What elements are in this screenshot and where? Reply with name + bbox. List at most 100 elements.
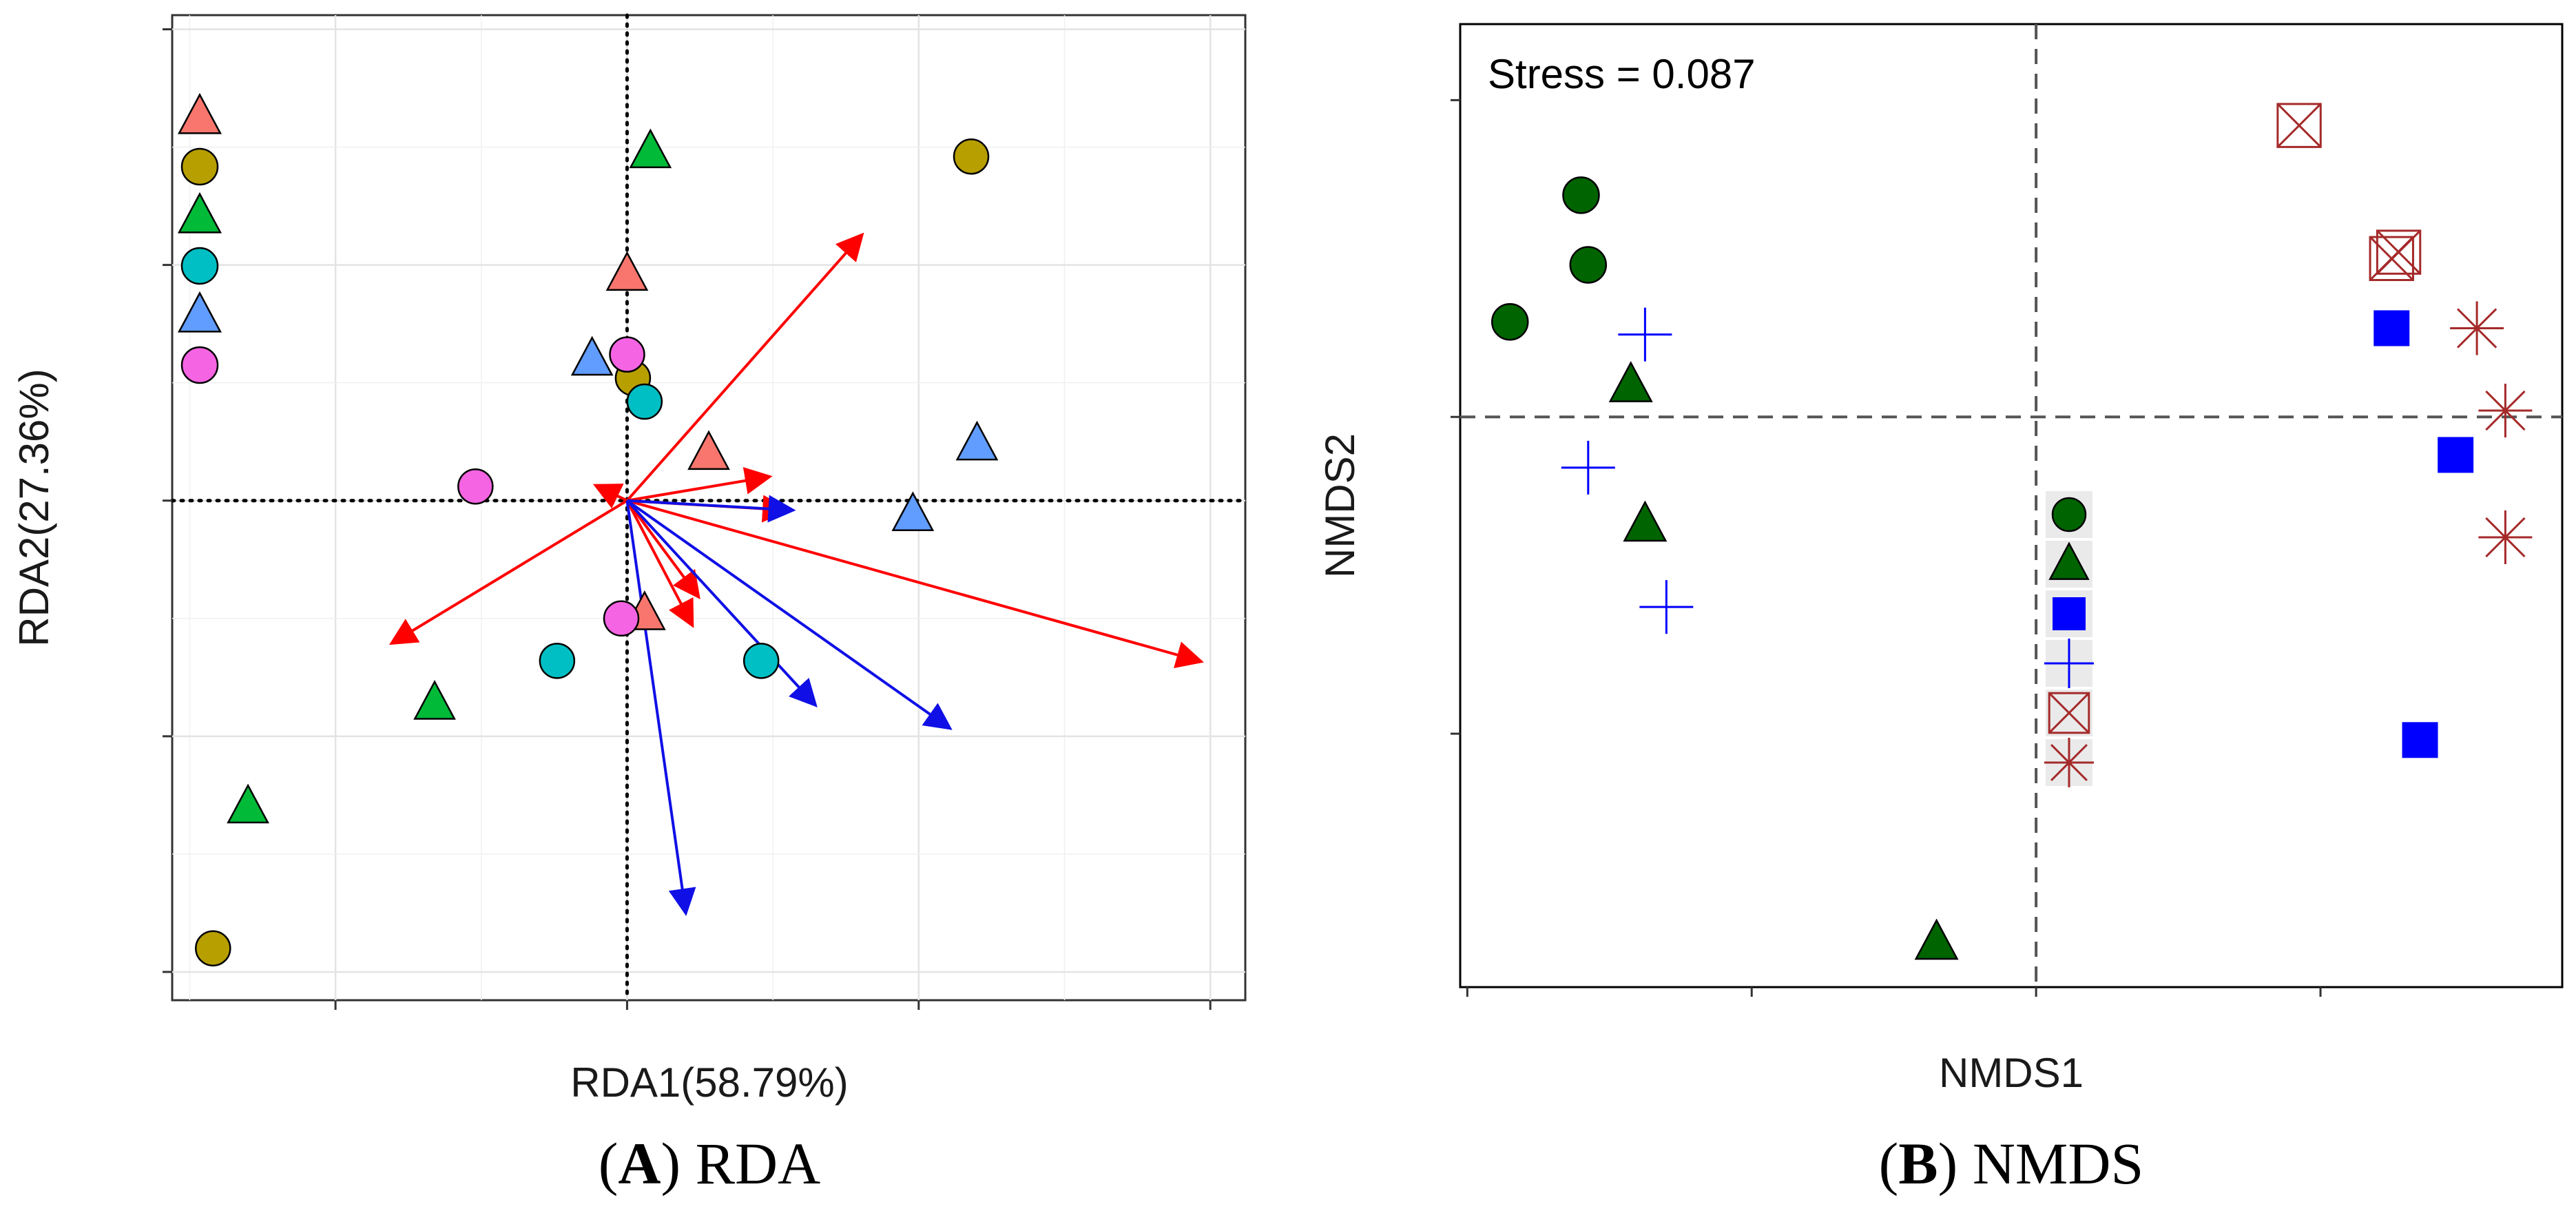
- marker-triangle: [891, 491, 935, 532]
- nmds-axis-ticks: [1451, 99, 2322, 997]
- marker-triangle: [605, 251, 649, 291]
- point-s1500-m: [1569, 246, 1608, 284]
- nmds-caption-letter: B: [1898, 1130, 1938, 1197]
- legend-key-t1700-m: [2048, 692, 2090, 734]
- point-s1500-m: [687, 430, 730, 470]
- rda-axis-ticks: [163, 28, 1212, 1010]
- point-t1700-m: [2369, 236, 2414, 282]
- point-t1900-m: [609, 336, 645, 373]
- marker-circle: [195, 930, 231, 966]
- rda-plot-area: [171, 14, 1247, 1002]
- nmds-legend: [2044, 491, 2094, 787]
- point-s1700-m: [1623, 500, 1668, 542]
- point-t1500-m: [626, 383, 663, 420]
- point-s1900-m: [2402, 722, 2438, 758]
- marker-circle: [539, 643, 576, 679]
- nmds-panel: Stress = 0.087 NMDS1 NMDS2 (B) NMDS: [1317, 23, 2564, 1197]
- rda-caption-text: RDA: [696, 1130, 821, 1197]
- marker-circle: [609, 336, 645, 373]
- point-s1700-m: [1608, 361, 1653, 402]
- marker-circle: [953, 138, 990, 175]
- point-t1700-m: [891, 491, 935, 532]
- marker-circle: [180, 147, 219, 186]
- rda-points: [195, 128, 999, 966]
- legend-key-s1900-m: [178, 192, 222, 234]
- arrow-ph: [627, 495, 796, 523]
- point-t1900-m: [2450, 301, 2504, 355]
- point-s1700-m: [1914, 918, 1959, 960]
- legend-key-t1500-m: [180, 247, 219, 285]
- legend-key-s1500-m: [178, 92, 222, 134]
- arrow-kickxellomycota: [592, 484, 628, 509]
- marker-triangle: [1914, 918, 1959, 960]
- point-s1500-m: [1562, 176, 1600, 214]
- marker-circle: [2051, 497, 2087, 532]
- rda-legend: [178, 92, 222, 384]
- marker-diag-2: [2369, 236, 2414, 281]
- point-s1500-m: [605, 251, 649, 291]
- nmds-plot-area: [1459, 23, 2564, 989]
- nmds-caption: (B) NMDS: [1879, 1130, 2144, 1197]
- marker-triangle: [178, 92, 222, 134]
- marker-triangle: [570, 335, 614, 376]
- arrow-ascomycota: [388, 499, 628, 645]
- point-s1500-m: [1491, 303, 1529, 341]
- stress-annotation: Stress = 0.087: [1488, 51, 1756, 97]
- point-s1900-m: [227, 783, 269, 824]
- marker-triangle: [629, 128, 672, 169]
- arrow-rozellomycota: [627, 467, 773, 502]
- point-s1900-m: [2374, 310, 2410, 346]
- marker-circle: [1569, 246, 1608, 284]
- marker-circle: [742, 643, 780, 679]
- legend-key-t1500-m: [2044, 639, 2094, 688]
- legend-key-t1900-m: [2044, 738, 2094, 787]
- legend-key-s1700-m: [2048, 541, 2090, 580]
- nmds-points: [1491, 103, 2533, 960]
- marker-triangle: [227, 783, 269, 824]
- point-s1900-m: [629, 128, 672, 169]
- nmds-zero-lines: [1460, 24, 2562, 987]
- marker-square: [2053, 597, 2086, 630]
- point-s1900-m: [2438, 437, 2474, 473]
- legend-key-t1700-m: [178, 291, 222, 333]
- marker-ast-d2: [2485, 517, 2526, 558]
- arrow-tn: [626, 499, 953, 730]
- point-s1700-m: [195, 930, 231, 966]
- marker-square: [2374, 310, 2410, 346]
- marker-square: [2438, 437, 2474, 473]
- marker-box: [2376, 229, 2422, 275]
- marker-diag-2: [2276, 103, 2322, 148]
- rda-caption: (A) RDA: [599, 1130, 820, 1197]
- legend-key-t1900-m: [180, 346, 219, 384]
- nmds-caption-text: NMDS: [1973, 1130, 2144, 1197]
- marker-circle: [457, 468, 494, 505]
- arrow-unclassified-fungi: [626, 499, 1204, 668]
- point-s1900-m: [413, 680, 456, 720]
- point-s1700-m: [953, 138, 990, 175]
- marker-triangle: [687, 430, 730, 470]
- marker-diag-2: [2048, 692, 2090, 734]
- marker-triangle: [413, 680, 456, 720]
- point-t1500-m: [539, 643, 576, 679]
- arrow-chytridiomycota: [625, 499, 700, 600]
- point-t1900-m: [2478, 384, 2533, 438]
- nmds-x-axis-title: NMDS1: [1939, 1050, 2084, 1096]
- marker-circle: [626, 383, 663, 420]
- marker-triangle: [2048, 541, 2090, 580]
- rda-x-axis-title: RDA1(58.79%): [570, 1059, 849, 1106]
- arrow-basidiomycota: [625, 232, 864, 502]
- point-t1700-m: [570, 335, 614, 376]
- marker-triangle: [178, 192, 222, 234]
- marker-circle: [1491, 303, 1529, 341]
- marker-circle: [1562, 176, 1600, 214]
- marker-circle: [180, 247, 219, 285]
- point-t1500-m: [1618, 307, 1672, 362]
- marker-triangle: [1608, 361, 1653, 402]
- nmds-y-axis-title: NMDS2: [1317, 433, 1363, 578]
- point-t1900-m: [2478, 510, 2533, 564]
- point-t1900-m: [603, 600, 640, 637]
- marker-ast-d2: [2485, 390, 2526, 431]
- marker-triangle: [178, 291, 222, 333]
- legend-key-s1700-m: [180, 147, 219, 186]
